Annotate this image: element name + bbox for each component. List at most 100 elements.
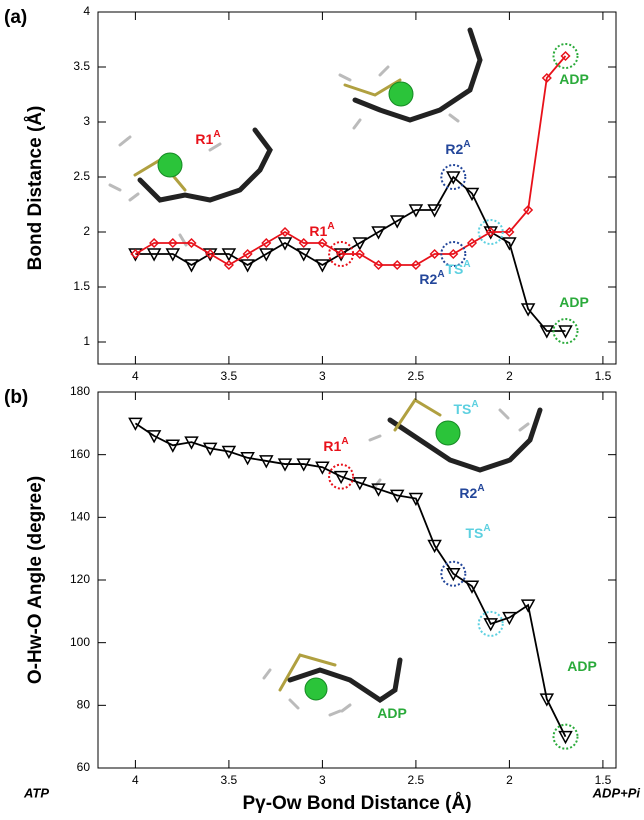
diamond-marker <box>448 248 459 260</box>
y-tick-label: 180 <box>70 384 90 398</box>
triangle-marker <box>371 483 386 497</box>
annotation-text: TS <box>453 401 471 417</box>
annotation-sup: A <box>483 523 490 534</box>
diamond-marker <box>336 248 347 260</box>
annotation-text: R2 <box>419 271 437 287</box>
annotation: TSA <box>465 523 490 541</box>
triangle-marker <box>446 567 461 582</box>
annotation: R2A <box>459 483 484 501</box>
triangle-marker <box>146 430 162 444</box>
triangle-marker <box>539 325 555 339</box>
panel: 1 1.5 2 2.5 3 3.5 4 4 3.5 3 2.5 2 1.5 (a) Bond Distanc… <box>4 4 617 383</box>
triangle-marker <box>165 439 181 453</box>
annotation: ADP <box>559 71 589 87</box>
diamond-marker <box>223 259 234 271</box>
annotation: R1A <box>323 436 348 454</box>
triangle-marker <box>277 458 293 472</box>
triangle-marker <box>502 237 517 251</box>
y-axis-label: O-Hw-O Angle (degree) <box>25 476 46 684</box>
triangle-marker <box>389 215 405 229</box>
triangle-marker <box>464 580 480 594</box>
triangle-marker <box>333 470 349 485</box>
highlight-circle <box>440 164 467 190</box>
y-tick-label: 2 <box>83 224 90 238</box>
annotation-sup: A <box>437 269 444 280</box>
annotation-text: ADP <box>377 705 407 721</box>
x-tick-label: 2.5 <box>408 773 425 787</box>
diamond-marker <box>560 50 571 62</box>
annotation-text: TS <box>465 525 483 541</box>
diamond-marker <box>523 204 534 216</box>
triangle-marker <box>296 458 311 472</box>
start-label: ATP <box>23 785 49 800</box>
annotation: R2A <box>419 269 444 287</box>
end-label: ADP+Pi <box>592 785 641 800</box>
y-tick-label: 3 <box>83 114 90 128</box>
annotation-sup: A <box>213 129 220 140</box>
annotation-text: ADP <box>559 294 589 310</box>
highlight-circle <box>552 723 579 750</box>
highlight-circle <box>440 560 467 587</box>
triangle-marker <box>483 618 498 632</box>
triangle-marker <box>259 248 274 262</box>
diamond-marker <box>354 248 365 260</box>
annotation: TSA <box>453 399 478 417</box>
triangle-marker <box>184 436 199 450</box>
diamond-marker <box>504 226 515 238</box>
triangle-marker <box>184 259 199 273</box>
triangle-marker <box>520 599 536 613</box>
molecule-decoration <box>108 27 543 717</box>
triangle-marker <box>464 187 480 202</box>
annotation-sup: A <box>471 399 478 410</box>
triangle-marker <box>240 452 255 466</box>
annotation: R1A <box>195 129 220 147</box>
triangle-marker <box>165 248 181 262</box>
annotation-sup: A <box>327 221 334 232</box>
diamond-marker <box>149 237 160 249</box>
triangle-marker <box>221 445 237 460</box>
highlight-circle <box>477 219 504 245</box>
diamond-marker <box>541 72 552 84</box>
x-tick-label: 3 <box>319 369 326 383</box>
x-tick-label: 2 <box>506 773 513 787</box>
diamond-marker <box>167 237 178 249</box>
x-tick-label: 4 <box>132 773 139 787</box>
annotation-sup: A <box>477 483 484 494</box>
annotation-text: ADP <box>559 71 589 87</box>
annotation-sup: A <box>463 139 470 150</box>
x-axis-label: Pγ-Ow Bond Distance (Å) <box>242 793 471 814</box>
annotation: ADP <box>567 658 597 674</box>
x-tick-label: 3.5 <box>221 773 238 787</box>
triangle-marker <box>277 237 293 251</box>
diamond-marker <box>317 237 328 249</box>
annotation: R1A <box>309 221 334 239</box>
y-axis-label: Bond Distance (Å) <box>25 106 46 271</box>
triangle-marker <box>221 248 237 262</box>
diamond-marker <box>392 259 403 271</box>
x-tick-label: 3 <box>319 773 326 787</box>
triangle-marker <box>427 204 442 218</box>
y-tick-label: 140 <box>70 510 90 524</box>
y-tick-label: 60 <box>77 760 91 774</box>
series-line <box>134 422 567 738</box>
triangle-marker <box>389 489 405 503</box>
annotation: ADP <box>377 705 407 721</box>
y-tick-label: 100 <box>70 635 90 649</box>
highlight-circle <box>440 241 467 267</box>
triangle-marker <box>502 611 517 626</box>
annotation-sup: A <box>341 436 348 447</box>
triangle-marker <box>202 442 218 456</box>
annotation-sup: A <box>463 259 470 270</box>
diamond-marker <box>186 237 197 249</box>
highlight-circle <box>328 463 355 490</box>
highlight-circle <box>552 318 579 344</box>
triangle-marker <box>146 248 162 262</box>
y-tick-label: 2.5 <box>73 169 90 183</box>
triangle-marker <box>371 226 386 240</box>
diamond-marker <box>279 226 291 238</box>
diamond-marker <box>429 248 440 260</box>
y-tick-label: 1.5 <box>73 279 90 293</box>
x-tick-label: 4 <box>132 369 139 383</box>
x-tick-label: 2.5 <box>408 369 425 383</box>
diamond-marker <box>410 259 421 271</box>
